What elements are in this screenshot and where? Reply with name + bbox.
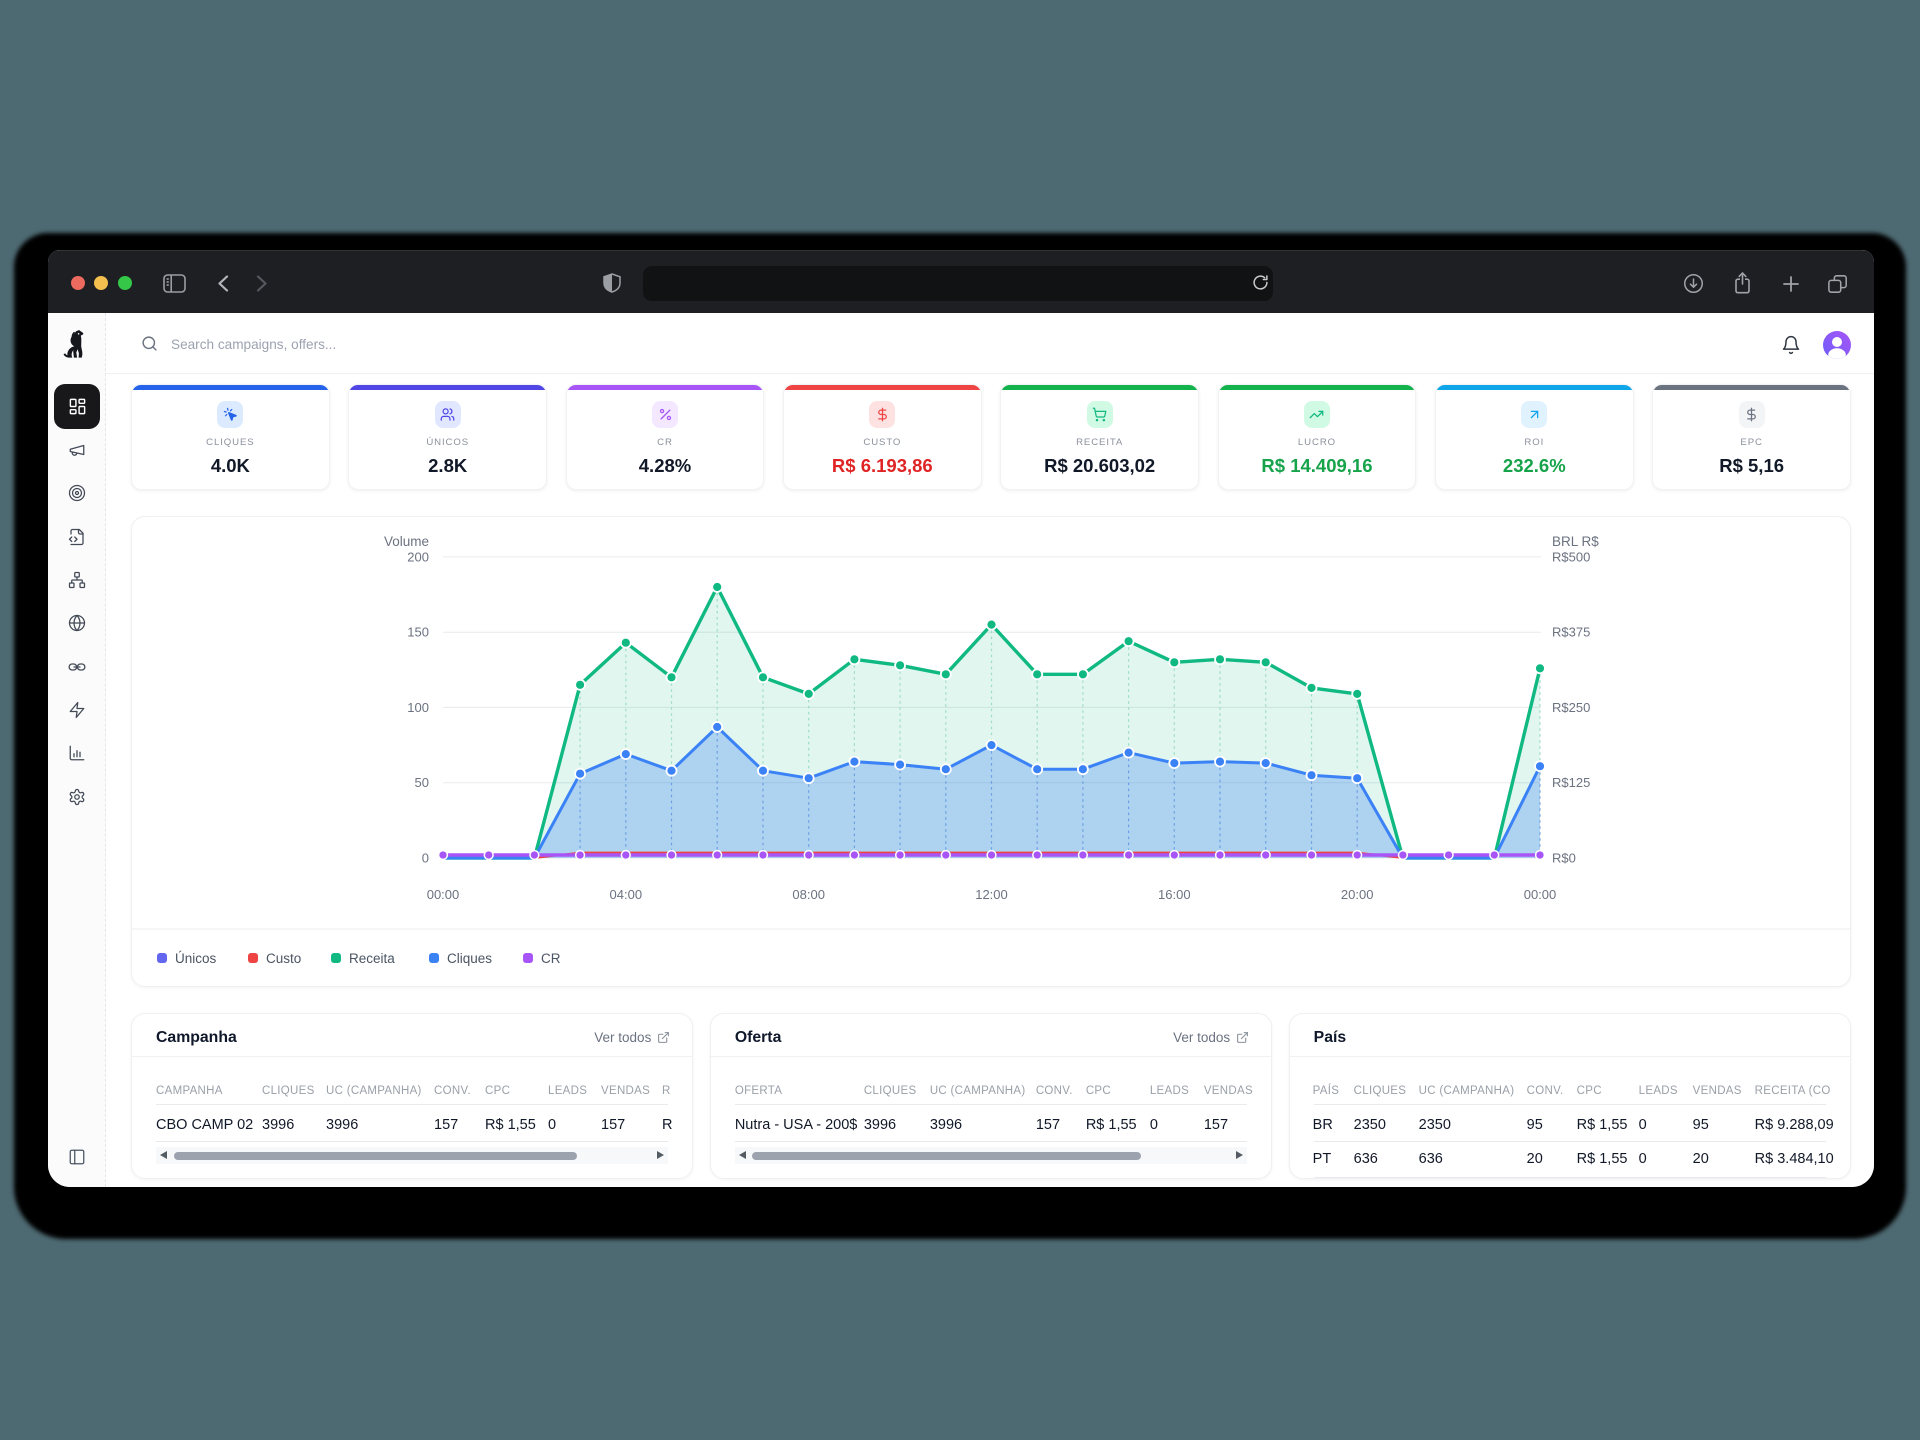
svg-text:04:00: 04:00 [610,887,643,902]
svg-text:Volume: Volume [384,534,429,549]
svg-text:100: 100 [407,700,429,715]
svg-text:50: 50 [415,775,429,790]
svg-text:08:00: 08:00 [792,887,825,902]
svg-text:12:00: 12:00 [975,887,1008,902]
svg-text:00:00: 00:00 [1524,887,1557,902]
svg-text:150: 150 [407,625,429,640]
svg-text:BRL R$: BRL R$ [1552,534,1599,549]
svg-text:R$0: R$0 [1552,851,1576,866]
svg-text:R$250: R$250 [1552,700,1590,715]
svg-text:R$125: R$125 [1552,775,1590,790]
svg-text:0: 0 [422,851,429,866]
svg-text:00:00: 00:00 [427,887,460,902]
svg-text:R$375: R$375 [1552,625,1590,640]
svg-text:16:00: 16:00 [1158,887,1191,902]
svg-text:200: 200 [407,549,429,564]
svg-text:R$500: R$500 [1552,549,1590,564]
svg-text:20:00: 20:00 [1341,887,1374,902]
